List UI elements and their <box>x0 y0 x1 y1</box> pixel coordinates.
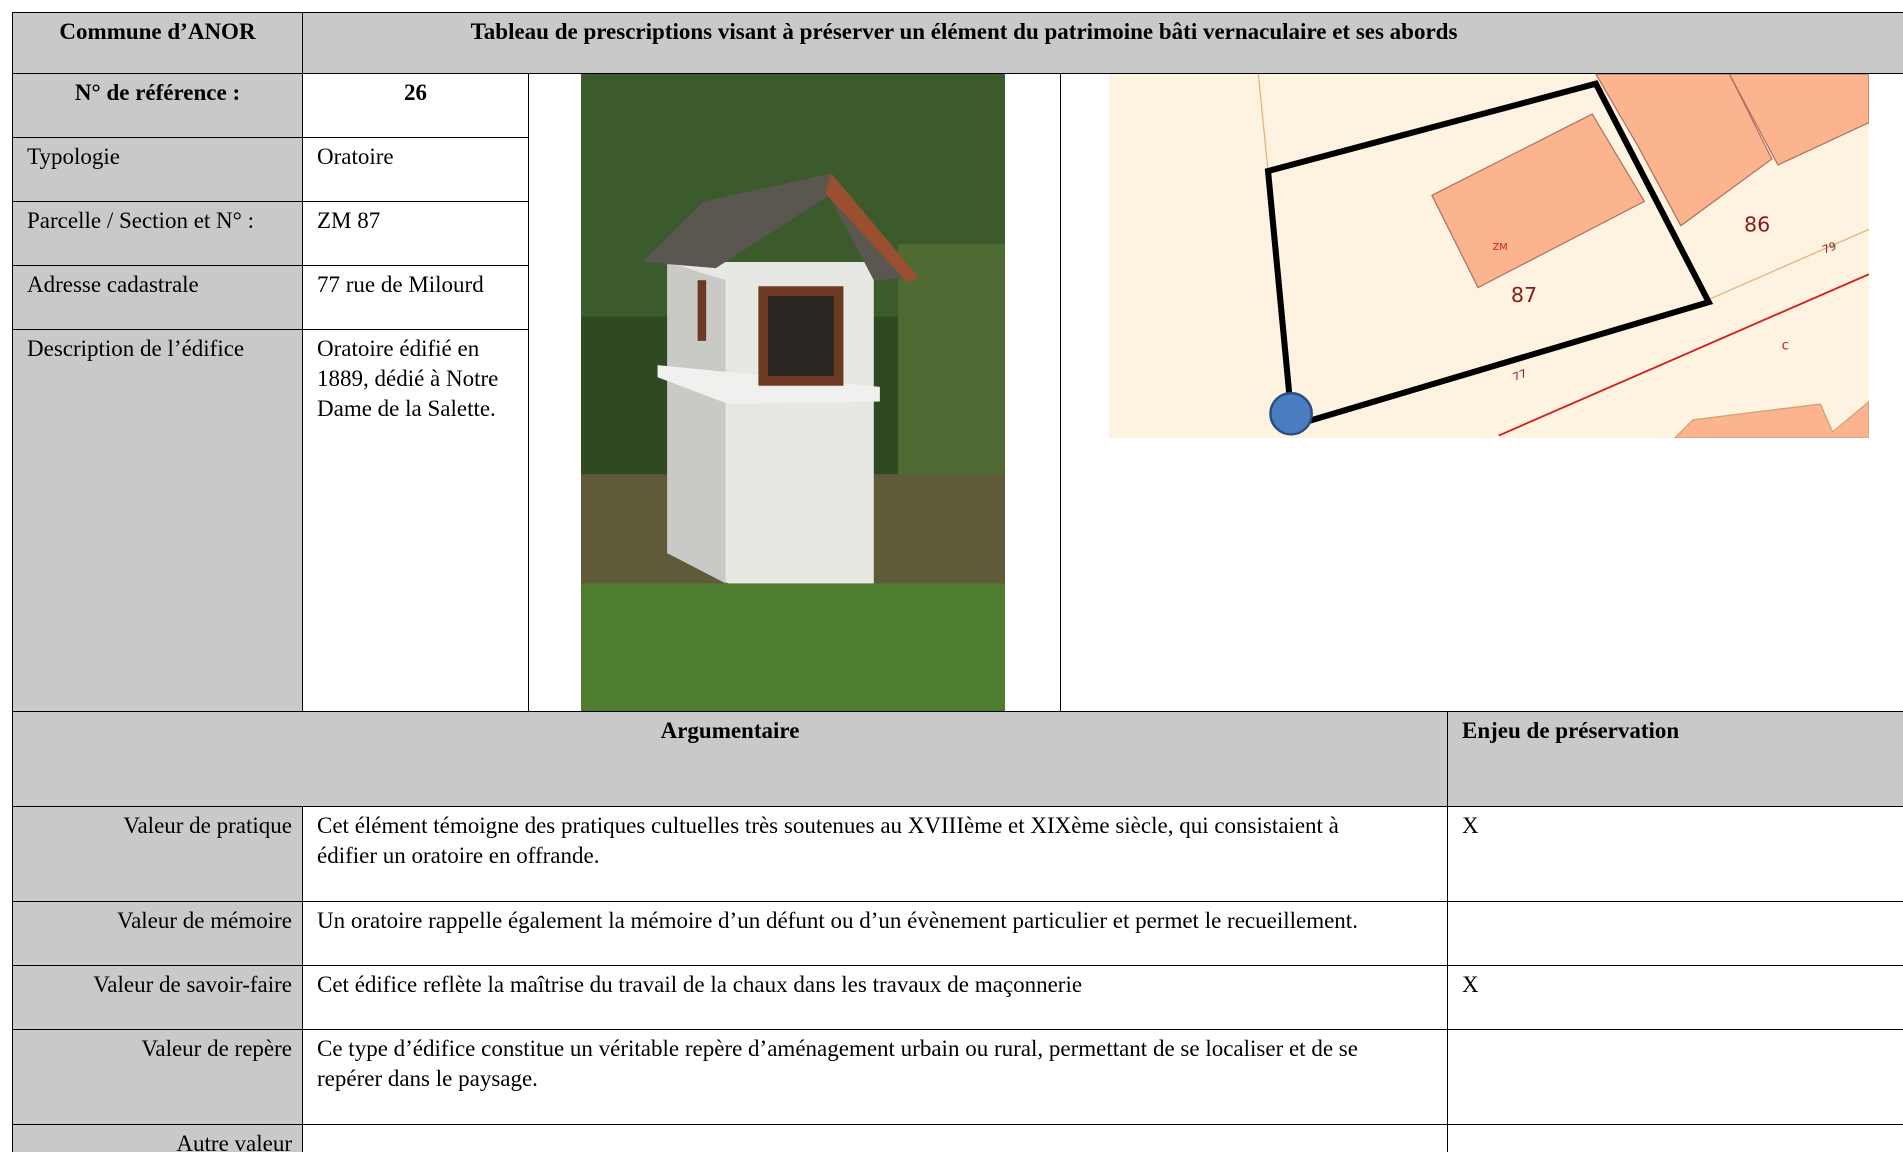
map-cell: 87 86 ZM 77 79 c <box>1060 73 1903 712</box>
label: Adresse cadastrale <box>12 265 303 330</box>
argumentaire-heading: Argumentaire <box>12 711 1448 807</box>
value: Oratoire <box>302 137 529 202</box>
row-text: Un oratoire rappelle également la mémoir… <box>302 901 1448 966</box>
title: Tableau de prescriptions visant à préser… <box>302 12 1903 74</box>
map-label: 77 <box>1511 367 1529 384</box>
row-label: Valeur de repère <box>12 1029 303 1125</box>
row-enjeu <box>1447 1124 1903 1152</box>
commune: Commune d’ANOR <box>12 12 303 74</box>
label: Typologie <box>12 137 303 202</box>
map-label: ZM <box>1493 242 1508 253</box>
row-enjeu: X <box>1447 806 1903 902</box>
label: Description de l’édifice <box>12 329 303 712</box>
enjeu-heading: Enjeu de préservation <box>1447 711 1903 807</box>
row-enjeu <box>1447 901 1903 966</box>
row-text: Cet élément témoigne des pratiques cultu… <box>302 806 1448 902</box>
label: N° de référence : <box>12 73 303 138</box>
row-enjeu: X <box>1447 965 1903 1030</box>
map-label: c <box>1782 338 1789 353</box>
row-label: Autre valeur <box>12 1124 303 1152</box>
map-label: 87 <box>1511 283 1537 307</box>
row-enjeu <box>1447 1029 1903 1125</box>
label: Parcelle / Section et N° : <box>12 201 303 266</box>
map-label: 79 <box>1821 239 1839 256</box>
row-text <box>302 1124 1448 1152</box>
photo-cell <box>528 73 1061 712</box>
value: 26 <box>302 73 529 138</box>
photo <box>581 74 1005 711</box>
value: ZM 87 <box>302 201 529 266</box>
value: Oratoire édifié en 1889, dédié à Notre D… <box>302 329 529 712</box>
value: 77 rue de Milourd <box>302 265 529 330</box>
map-label: 86 <box>1744 213 1770 237</box>
row-label: Valeur de savoir-faire <box>12 965 303 1030</box>
row-text: Ce type d’édifice constitue un véritable… <box>302 1029 1448 1125</box>
map: 87 86 ZM 77 79 c <box>1109 74 1869 438</box>
row-text: Cet édifice reflète la maîtrise du trava… <box>302 965 1448 1030</box>
row-label: Valeur de mémoire <box>12 901 303 966</box>
row-label: Valeur de pratique <box>12 806 303 902</box>
